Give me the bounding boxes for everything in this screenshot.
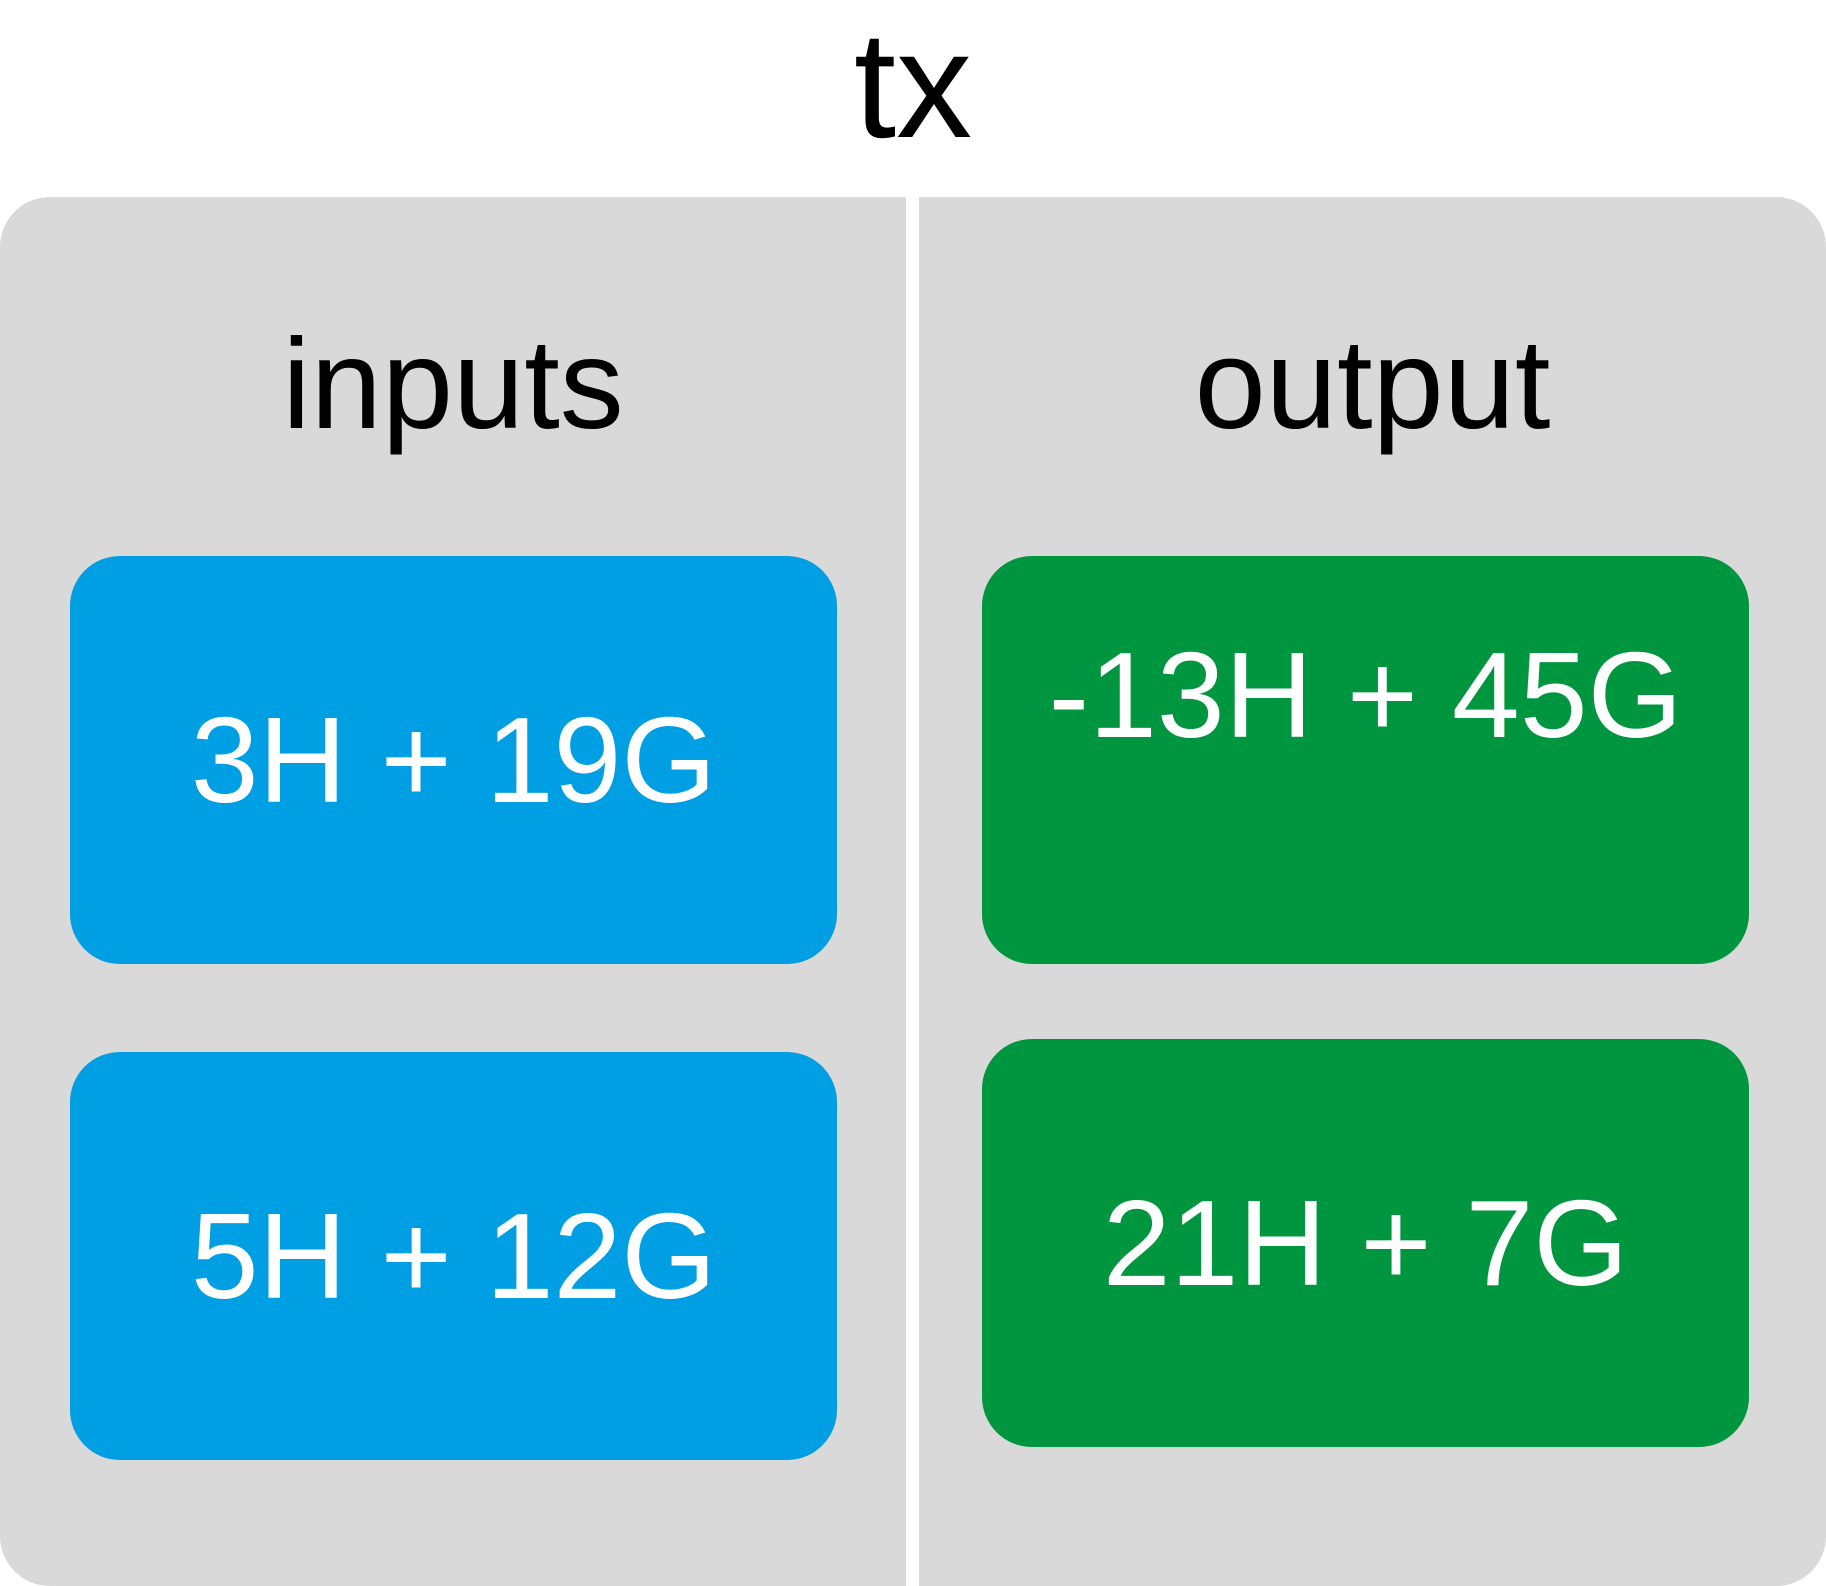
inputs-heading: inputs [282, 313, 624, 456]
transaction-panel: inputs output 3H + 19G 5H + 12G -13H + 4… [0, 197, 1826, 1586]
output-box-label: -13H + 45G [1048, 627, 1683, 763]
column-divider [906, 197, 919, 1586]
output-box: 21H + 7G [982, 1039, 1749, 1447]
input-box-label: 5H + 12G [190, 1188, 717, 1324]
diagram-title: tx [853, 0, 973, 170]
output-box-label: 21H + 7G [1102, 1175, 1629, 1311]
input-box-label: 3H + 19G [190, 692, 717, 828]
output-heading: output [1194, 313, 1551, 456]
output-box: -13H + 45G [982, 556, 1749, 964]
input-box: 3H + 19G [70, 556, 837, 964]
input-box: 5H + 12G [70, 1052, 837, 1460]
